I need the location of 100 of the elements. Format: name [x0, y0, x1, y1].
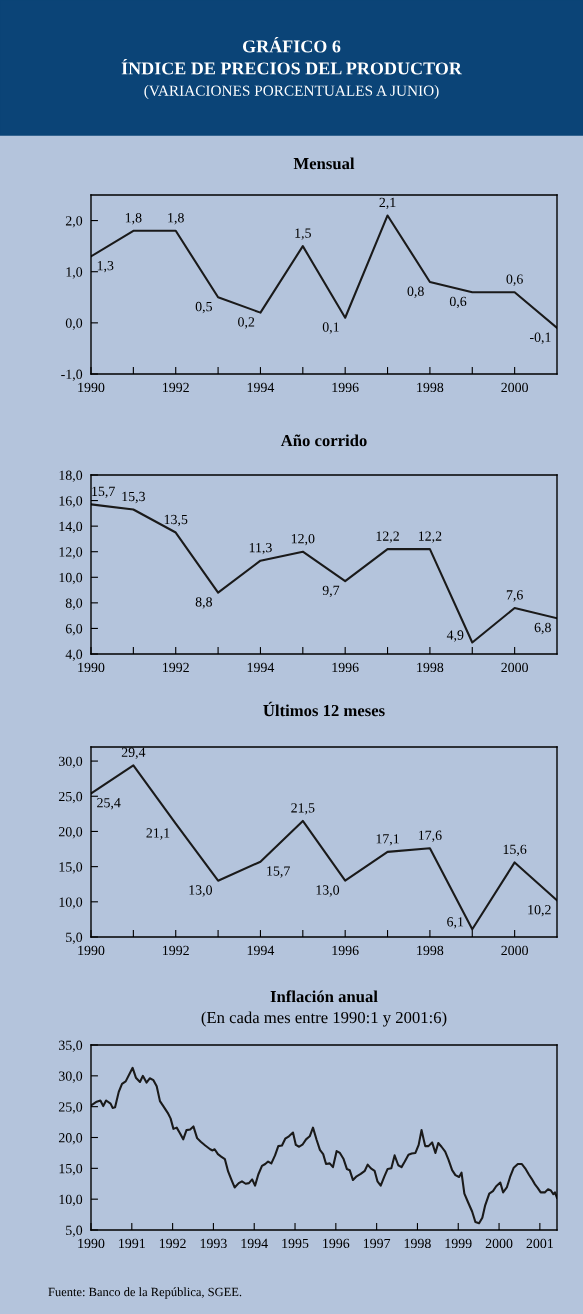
y-tick-label: 5,0: [66, 932, 83, 944]
data-label: 1,3: [97, 260, 114, 273]
x-tick-label: 1998: [417, 662, 444, 673]
y-tick-label: 30,0: [59, 756, 83, 769]
x-tick-label: 1990: [78, 662, 105, 673]
y-tick-label: 10,0: [59, 572, 83, 585]
data-label: 1,8: [125, 213, 142, 225]
chart-subtitle: (En cada mes entre 1990:1 y 2001:6): [201, 1011, 447, 1027]
data-label: 13,0: [316, 885, 340, 897]
y-tick-label: 10,0: [59, 1194, 83, 1207]
text: ÍNDICE DE PRECIOS DEL PRODUCTOR: [121, 58, 463, 75]
line-series: [91, 1066, 557, 1225]
x-tick-label: 1992: [163, 945, 189, 956]
y-tick-label: 8,0: [65, 598, 83, 610]
data-label: 25,4: [97, 798, 121, 810]
data-label: 8,8: [195, 597, 213, 609]
x-tick-label: 1999: [445, 1238, 472, 1249]
data-label: 0,6: [506, 274, 523, 286]
x-tick-label: 1992: [163, 382, 189, 393]
y-tick-label: 18,0: [59, 470, 83, 482]
data-label: 0,8: [407, 286, 424, 298]
line-series: [91, 764, 557, 931]
source-note: Fuente: Banco de la República, SGEE.: [48, 1287, 242, 1299]
text: (VARIACIONES PORCENTUALES A JUNIO): [144, 85, 439, 99]
data-label: 29,4: [121, 747, 146, 759]
data-label: 1,5: [295, 228, 311, 240]
x-tick-label: 2000: [485, 1238, 513, 1249]
x-tick-label: 2001: [526, 1238, 553, 1249]
data-label: 15,7: [92, 486, 115, 499]
data-label: 21,1: [146, 828, 170, 840]
x-tick-label: 1996: [332, 945, 359, 956]
data-label: 0,2: [238, 317, 255, 329]
y-tick-label: 35,0: [59, 1040, 83, 1052]
data-label: 15,7: [267, 866, 290, 878]
y-tick-label: 15,0: [59, 862, 83, 874]
x-tick-label: 1994: [247, 662, 275, 673]
y-tick-label: 20,0: [58, 1133, 83, 1145]
data-label: 0,6: [449, 296, 467, 309]
data-label: 12,0: [291, 533, 315, 546]
chart-title: Mensual: [293, 157, 355, 170]
data-label: 2,1: [379, 197, 396, 210]
y-tick-label: 15,0: [59, 1163, 83, 1176]
y-tick-label: 20,0: [58, 827, 83, 839]
chart-title: Inflación anual: [270, 990, 378, 1003]
data-label: 0,5: [195, 301, 212, 314]
x-tick-label: 1992: [163, 662, 189, 673]
data-label: 17,6: [418, 830, 442, 842]
data-label: 13,5: [164, 514, 188, 527]
x-tick-label: 2000: [501, 662, 528, 673]
chart-title: Últimos 12 meses: [263, 701, 385, 717]
x-tick-label: 1996: [332, 662, 359, 673]
x-tick-label: 1990: [78, 945, 105, 956]
x-tick-label: 1998: [417, 945, 444, 956]
data-label: 11,3: [249, 542, 272, 555]
x-tick-label: 1995: [282, 1238, 309, 1249]
x-tick-label: 1990: [78, 382, 105, 393]
y-tick-label: 10,0: [59, 897, 83, 909]
y-tick-label: 30,0: [59, 1071, 83, 1083]
y-tick-label: 16,0: [59, 496, 83, 508]
x-tick-label: 1992: [159, 1238, 186, 1249]
data-label: 15,3: [122, 491, 145, 504]
x-tick-label: 2000: [501, 382, 528, 393]
data-label: 21,5: [291, 803, 315, 815]
data-label: 4,9: [446, 630, 464, 642]
line-series: [91, 503, 557, 644]
y-tick-label: 1,0: [66, 267, 83, 279]
data-label: 12,2: [418, 531, 442, 543]
x-tick-label: 2000: [501, 945, 528, 956]
x-tick-label: 1993: [200, 1238, 227, 1249]
x-tick-label: 1998: [404, 1238, 431, 1249]
data-label: 6,8: [534, 622, 551, 635]
y-tick-label: 0,0: [65, 318, 83, 330]
data-label: 15,6: [503, 844, 527, 857]
y-tick-label: -1,0: [61, 369, 83, 381]
data-label: 13,0: [189, 885, 213, 897]
y-tick-label: 6,0: [65, 624, 83, 636]
data-label: 12,2: [376, 531, 399, 543]
y-tick-label: 14,0: [59, 521, 83, 534]
x-tick-label: 1996: [332, 382, 359, 393]
x-tick-label: 1998: [417, 382, 444, 393]
y-tick-label: 25,0: [58, 1102, 83, 1114]
x-tick-label: 1994: [247, 382, 275, 393]
y-tick-label: 4,0: [65, 649, 83, 661]
data-label: 17,1: [376, 834, 399, 846]
data-label: 6,1: [447, 917, 464, 929]
x-tick-label: 1994: [247, 945, 275, 956]
data-label: 10,2: [528, 904, 551, 917]
y-tick-label: 25,0: [58, 791, 83, 804]
data-label: 1,8: [168, 213, 184, 225]
x-tick-label: 1997: [363, 1238, 391, 1249]
data-label: -0,1: [529, 332, 551, 344]
y-tick-label: 5,0: [66, 1225, 83, 1237]
data-label: 0,1: [322, 322, 339, 334]
x-tick-label: 1990: [78, 1238, 105, 1249]
text: GRÁFICO 6: [242, 36, 341, 53]
y-tick-label: 2,0: [65, 216, 83, 228]
x-tick-label: 1994: [241, 1238, 268, 1249]
x-tick-label: 1996: [323, 1238, 350, 1249]
data-label: 7,6: [506, 590, 523, 602]
data-label: 9,7: [322, 585, 340, 598]
